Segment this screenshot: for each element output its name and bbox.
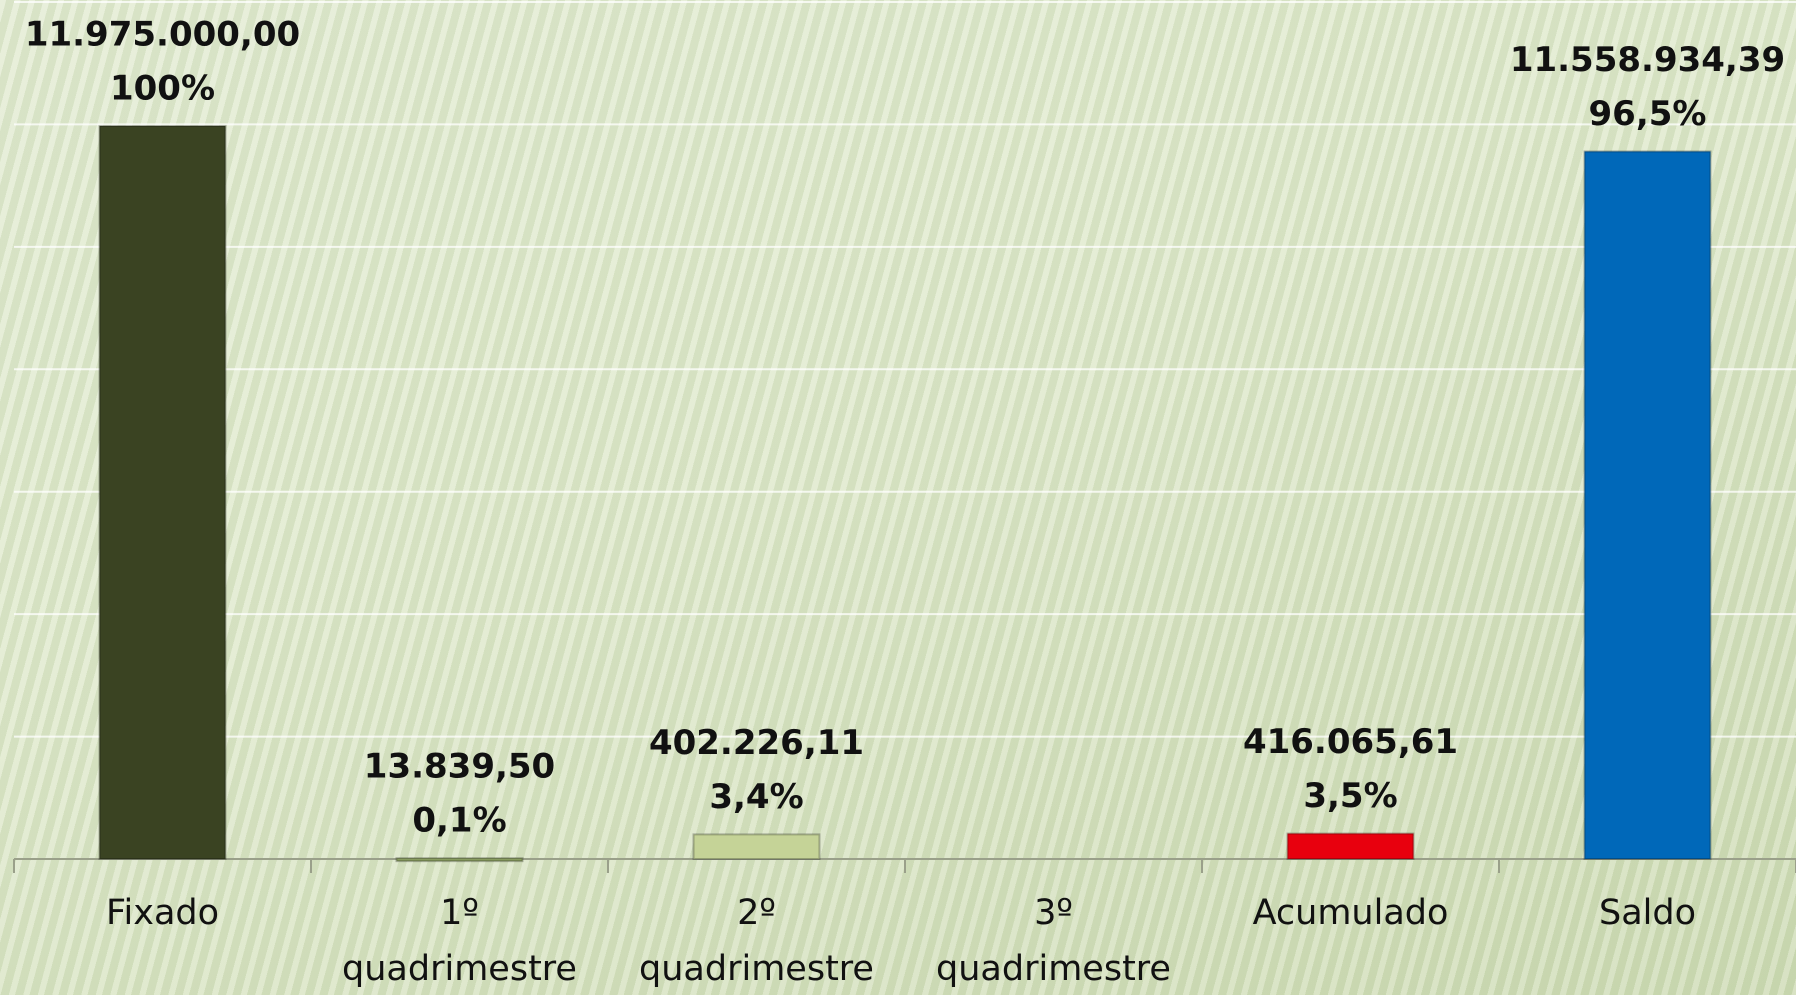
value-label: 11.558.934,39: [1510, 40, 1785, 80]
bar: [395, 857, 524, 863]
bar: [1286, 832, 1415, 860]
bar: [1583, 150, 1712, 860]
x-tick-label: 2º quadrimestre: [639, 893, 874, 989]
value-label: 402.226,11: [649, 723, 864, 763]
value-label: 13.839,50: [364, 747, 555, 787]
x-tick-label: Fixado: [105, 893, 220, 933]
percent-label: 0,1%: [412, 801, 506, 841]
bar: [98, 124, 227, 861]
x-tick-label: Saldo: [1598, 893, 1697, 933]
x-tick-label: 3º quadrimestre: [936, 893, 1171, 989]
percent-label: 96,5%: [1589, 94, 1707, 134]
percent-label: 3,5%: [1303, 776, 1397, 816]
value-label: 11.975.000,00: [25, 14, 300, 54]
percent-label: 100%: [110, 68, 215, 108]
x-tick-label: Acumulado: [1252, 893, 1449, 933]
percent-label: 3,4%: [709, 777, 803, 817]
x-tick-label: 1º quadrimestre: [342, 893, 577, 989]
bar: [692, 833, 821, 860]
value-label: 416.065,61: [1243, 722, 1458, 762]
